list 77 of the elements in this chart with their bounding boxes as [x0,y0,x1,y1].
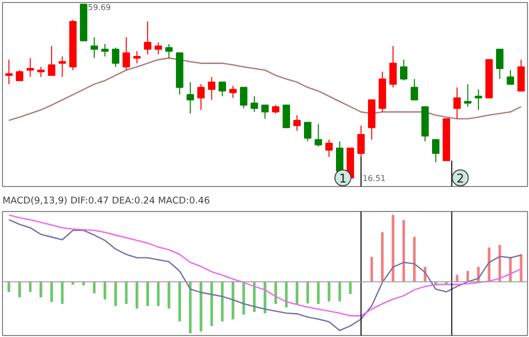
bar [50,282,53,302]
candlestick [208,76,216,100]
candlestick [26,58,34,78]
bar [60,282,64,304]
bar [8,282,10,292]
candlestick [410,78,418,100]
bar [200,282,202,332]
bar [392,214,394,282]
candlestick [186,82,194,114]
annotation: 59.69 [88,3,111,12]
candlestick [400,59,408,82]
bar [104,282,106,300]
candlestick [304,122,312,142]
candlestick [389,46,397,88]
bar [338,282,342,302]
candlestick [48,46,56,76]
candlestick [506,70,514,85]
candlestick [474,88,482,110]
candlestick [133,50,141,64]
annotation: 2 [456,171,464,186]
bar [178,282,181,322]
candlestick [293,114,301,132]
candlestick [5,59,13,85]
bar [349,282,352,294]
bar [124,282,128,304]
candlestick [58,56,66,78]
annotation: 1 [339,171,347,186]
candlestick [240,86,248,109]
bar [456,274,458,282]
bar [156,282,160,306]
bar [188,282,192,334]
candlestick [37,66,45,78]
bar [210,282,213,326]
candlestick [112,47,120,68]
candlestick [261,104,269,120]
bar [136,282,138,309]
candlestick [432,139,440,163]
candlestick [122,36,130,71]
bar [520,254,522,282]
bar [232,282,234,320]
bar [18,282,21,298]
bar [146,282,149,306]
bar [221,282,224,322]
annotation: 16.51 [362,174,386,183]
candlestick [165,43,173,59]
candlestick [453,86,461,120]
bar [114,282,117,306]
candlestick [16,70,24,82]
bar [296,282,298,304]
bar [370,256,374,282]
bar [509,256,512,282]
candlestick [154,42,162,55]
bar [40,282,42,298]
bar [413,236,416,282]
candlestick [144,20,152,55]
candlestick [197,84,205,110]
candlestick [282,104,290,128]
candlestick [101,43,109,57]
candlestick [325,139,333,158]
candlestick [336,140,344,172]
candlestick [229,85,237,98]
candlestick [464,84,472,108]
bar [82,282,85,286]
bar [381,232,384,282]
chart-title: MACD(9,13,9) DIF:0.47 DEA:0.24 MACD:0.46 [2,196,210,206]
candlestick [218,82,226,97]
bar [264,282,266,314]
candlestick [250,96,258,112]
candlestick [496,48,504,80]
bar [328,282,330,302]
bar [168,282,170,309]
bar [317,282,320,304]
bar [306,282,309,304]
bar [488,247,490,282]
candlestick [314,123,322,148]
bar [402,220,406,282]
candlestick [90,36,98,59]
